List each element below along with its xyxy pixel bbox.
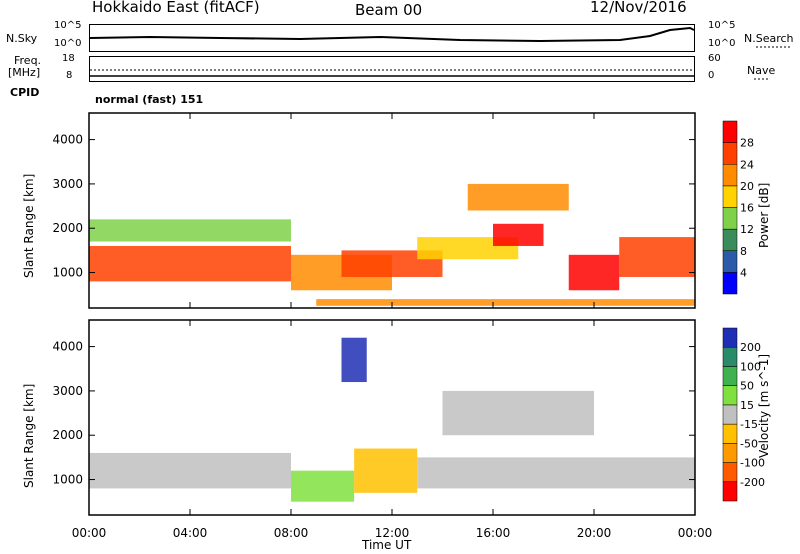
y-tick-label: 4000: [52, 340, 83, 354]
velocity-region: [354, 448, 418, 493]
x-tick-label: 12:00: [375, 526, 410, 540]
power-region: [89, 245, 291, 282]
power-region: [316, 299, 695, 306]
velocity-colorbar-tick: 200: [740, 341, 761, 354]
power-colorbar-tick: 8: [740, 245, 747, 258]
freq-label: Freq.: [14, 54, 42, 67]
power-colorbar-cell: [722, 142, 738, 165]
freq-tick-top: 18: [62, 53, 75, 64]
time-xlabel: Time UT: [362, 538, 412, 552]
y-tick-label: 3000: [52, 177, 83, 191]
nave-label: Nave: [747, 64, 776, 77]
power-region: [89, 219, 291, 242]
power-colorbar-tick: 12: [740, 223, 754, 236]
velocity-region: [341, 337, 367, 383]
nsky-panel: [89, 24, 695, 52]
nsky-label: N.Sky: [6, 32, 38, 45]
nsky-tick-bot: 10^0: [54, 38, 82, 49]
velocity-colorbar-cell: [722, 481, 738, 502]
velocity-colorbar-cell: [722, 366, 738, 386]
freq-unit-label: [MHz]: [8, 66, 41, 79]
power-ylabel: Slant Range [km]: [22, 173, 36, 278]
x-tick-label: 20:00: [577, 526, 612, 540]
power-colorbar-tick: 4: [740, 266, 747, 279]
power-region: [493, 223, 544, 246]
power-colorbar-cell: [722, 185, 738, 208]
x-tick-label: 00:00: [72, 526, 107, 540]
velocity-colorbar-tick: -100: [740, 457, 765, 470]
y-tick-label: 4000: [52, 133, 83, 147]
power-colorbar-cell: [722, 120, 738, 143]
velocity-colorbar-cell: [722, 385, 738, 406]
y-tick-label: 2000: [52, 428, 83, 442]
beam-label: Beam 00: [355, 1, 423, 19]
velocity-colorbar-cell: [722, 443, 738, 463]
nsearch-tick-top: 10^5: [708, 20, 736, 31]
velocity-colorbar-cell: [722, 423, 738, 444]
power-colorbar-tick: 20: [740, 180, 754, 193]
velocity-colorbar-cell: [722, 404, 738, 425]
velocity-colorbar-tick: -200: [740, 476, 765, 489]
nsearch-tick-bot: 10^0: [708, 38, 736, 49]
x-tick-label: 08:00: [274, 526, 309, 540]
station-title: Hokkaido East (fitACF): [92, 0, 260, 16]
velocity-colorbar-tick: -15: [740, 418, 758, 431]
power-colorbar-cell: [722, 250, 738, 273]
power-region: [467, 183, 569, 211]
freq-panel: [89, 56, 695, 82]
power-region: [619, 237, 695, 277]
power-region: [568, 254, 620, 291]
power-colorbar-cell: [722, 164, 738, 187]
nsky-trace: [89, 26, 695, 43]
velocity-colorbar-tick: 100: [740, 360, 761, 373]
nave-tick-bot: 0: [708, 70, 715, 81]
power-cbar-label: Power [dB]: [757, 182, 771, 248]
cpid-label: CPID: [10, 86, 40, 99]
power-colorbar-cell: [722, 272, 738, 295]
y-tick-label: 1000: [52, 473, 83, 487]
velocity-region: [442, 390, 594, 436]
velocity-region: [417, 457, 695, 489]
velocity-region: [291, 470, 355, 502]
nsearch-label: N.Search: [744, 32, 794, 45]
y-tick-label: 1000: [52, 266, 83, 280]
velocity-colorbar-tick: -50: [740, 437, 758, 450]
power-colorbar-tick: 28: [740, 137, 754, 150]
velocity-colorbar-tick: 15: [740, 399, 754, 412]
velocity-colorbar-cell: [722, 462, 738, 483]
velocity-colorbar-tick: 50: [740, 380, 754, 393]
x-tick-label: 16:00: [476, 526, 511, 540]
velocity-colorbar-cell: [722, 346, 738, 367]
y-tick-label: 2000: [52, 221, 83, 235]
nave-tick-top: 60: [708, 53, 721, 64]
velocity-colorbar-cell: [722, 327, 738, 348]
velocity-cbar-label: Velocity [m s^-1]: [757, 353, 771, 458]
power-colorbar-cell: [722, 207, 738, 230]
date-label: 12/Nov/2016: [590, 0, 687, 16]
power-colorbar-tick: 16: [740, 202, 754, 215]
power-colorbar-cell: [722, 228, 738, 251]
x-tick-label: 00:00: [678, 526, 713, 540]
nsky-tick-top: 10^5: [54, 20, 82, 31]
velocity-region: [89, 452, 291, 489]
velocity-ylabel: Slant Range [km]: [22, 383, 36, 488]
y-tick-label: 3000: [52, 384, 83, 398]
x-tick-label: 04:00: [173, 526, 208, 540]
power-colorbar-tick: 24: [740, 158, 754, 171]
freq-tick-bot: 8: [66, 70, 73, 81]
cpid-value: normal (fast) 151: [95, 93, 204, 106]
